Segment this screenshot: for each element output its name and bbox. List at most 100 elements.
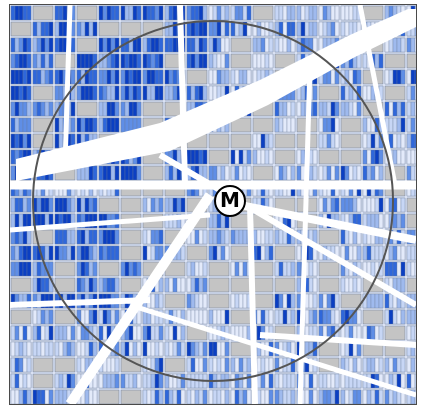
parcel-lot xyxy=(132,261,138,277)
parcel-lot xyxy=(40,389,46,404)
parcel-lot xyxy=(18,37,24,53)
parcel-lot xyxy=(114,37,120,53)
parcel-lot xyxy=(154,389,160,404)
parcel-lot xyxy=(322,309,328,325)
parcel-lot xyxy=(168,85,174,101)
parcel-lot xyxy=(88,85,94,101)
parcel-lot xyxy=(246,357,252,373)
parcel-lot xyxy=(388,293,394,309)
parcel-lot xyxy=(234,293,240,309)
parcel-lot xyxy=(400,213,406,229)
parcel-lot xyxy=(282,373,288,389)
parcel-lot xyxy=(334,293,340,309)
parcel-lot xyxy=(374,389,380,404)
map-frame[interactable]: M xyxy=(9,4,417,405)
parcel-lot xyxy=(44,389,50,404)
parcel-lot xyxy=(10,117,16,133)
parcel-lot xyxy=(84,197,90,213)
parcel-lot xyxy=(348,389,354,404)
parcel-lot xyxy=(224,357,230,373)
parcel-block xyxy=(186,245,208,261)
parcel-lot xyxy=(58,229,64,245)
parcel-lot xyxy=(384,213,390,229)
parcel-lot xyxy=(198,357,204,373)
parcel-lot xyxy=(102,309,108,325)
parcel-lot xyxy=(44,37,50,53)
parcel-lot xyxy=(396,133,402,149)
parcel-lot xyxy=(286,165,292,181)
parcel-lot xyxy=(224,389,230,404)
parcel-map[interactable] xyxy=(10,5,416,404)
parcel-lot xyxy=(58,117,64,133)
parcel-lot xyxy=(88,53,94,69)
parcel-lot xyxy=(40,69,46,85)
parcel-lot xyxy=(308,293,314,309)
parcel-lot xyxy=(370,261,376,277)
parcel-lot xyxy=(44,197,50,213)
parcel-lot xyxy=(252,133,258,149)
parcel-lot xyxy=(282,117,288,133)
parcel-lot xyxy=(198,21,204,37)
parcel-lot xyxy=(154,293,160,309)
parcel-lot xyxy=(168,21,174,37)
parcel-lot xyxy=(388,309,394,325)
parcel-lot xyxy=(10,37,16,53)
parcel-lot xyxy=(102,325,108,341)
parcel-lot xyxy=(76,21,82,37)
parcel-lot xyxy=(406,149,412,165)
parcel-lot xyxy=(70,197,76,213)
parcel-lot xyxy=(334,197,340,213)
parcel-lot xyxy=(26,389,32,404)
parcel-lot xyxy=(260,149,266,165)
parcel-lot xyxy=(212,85,218,101)
parcel-lot xyxy=(190,53,196,69)
parcel-lot xyxy=(234,21,240,37)
parcel-lot xyxy=(142,245,148,261)
parcel-lot xyxy=(242,357,248,373)
parcel-lot xyxy=(326,293,332,309)
parcel-lot xyxy=(44,53,50,69)
parcel-lot xyxy=(400,197,406,213)
parcel-lot xyxy=(124,5,130,21)
parcel-lot xyxy=(268,21,274,37)
parcel-lot xyxy=(58,341,64,357)
parcel-lot xyxy=(150,85,156,101)
parcel-lot xyxy=(326,309,332,325)
parcel-lot xyxy=(70,325,76,341)
parcel-lot xyxy=(260,53,266,69)
parcel-lot xyxy=(400,37,406,53)
parcel-lot xyxy=(356,357,362,373)
parcel-lot xyxy=(92,53,98,69)
parcel-lot xyxy=(80,341,86,357)
parcel-lot xyxy=(150,341,156,357)
major-road xyxy=(247,204,258,404)
parcel-lot xyxy=(308,277,314,293)
parcel-lot xyxy=(154,357,160,373)
parcel-lot xyxy=(10,357,16,373)
parcel-lot xyxy=(274,117,280,133)
parcel-lot xyxy=(212,357,218,373)
parcel-lot xyxy=(308,5,314,21)
parcel-lot xyxy=(384,293,390,309)
parcel-lot xyxy=(154,373,160,389)
parcel-block xyxy=(76,101,98,117)
parcel-block xyxy=(98,21,120,37)
parcel-lot xyxy=(40,197,46,213)
parcel-lot xyxy=(186,85,192,101)
parcel-lot xyxy=(304,309,310,325)
parcel-lot xyxy=(370,293,376,309)
parcel-lot xyxy=(110,245,116,261)
parcel-lot xyxy=(70,37,76,53)
parcel-lot xyxy=(172,389,178,404)
parcel-lot xyxy=(22,229,28,245)
parcel-lot xyxy=(106,117,112,133)
parcel-lot xyxy=(98,69,104,85)
parcel-block xyxy=(120,277,142,293)
parcel-lot xyxy=(392,117,398,133)
parcel-lot xyxy=(344,341,350,357)
parcel-lot xyxy=(374,245,380,261)
parcel-lot xyxy=(142,341,148,357)
parcel-lot xyxy=(268,229,274,245)
metro-station-icon[interactable]: M xyxy=(214,185,246,217)
parcel-lot xyxy=(146,85,152,101)
